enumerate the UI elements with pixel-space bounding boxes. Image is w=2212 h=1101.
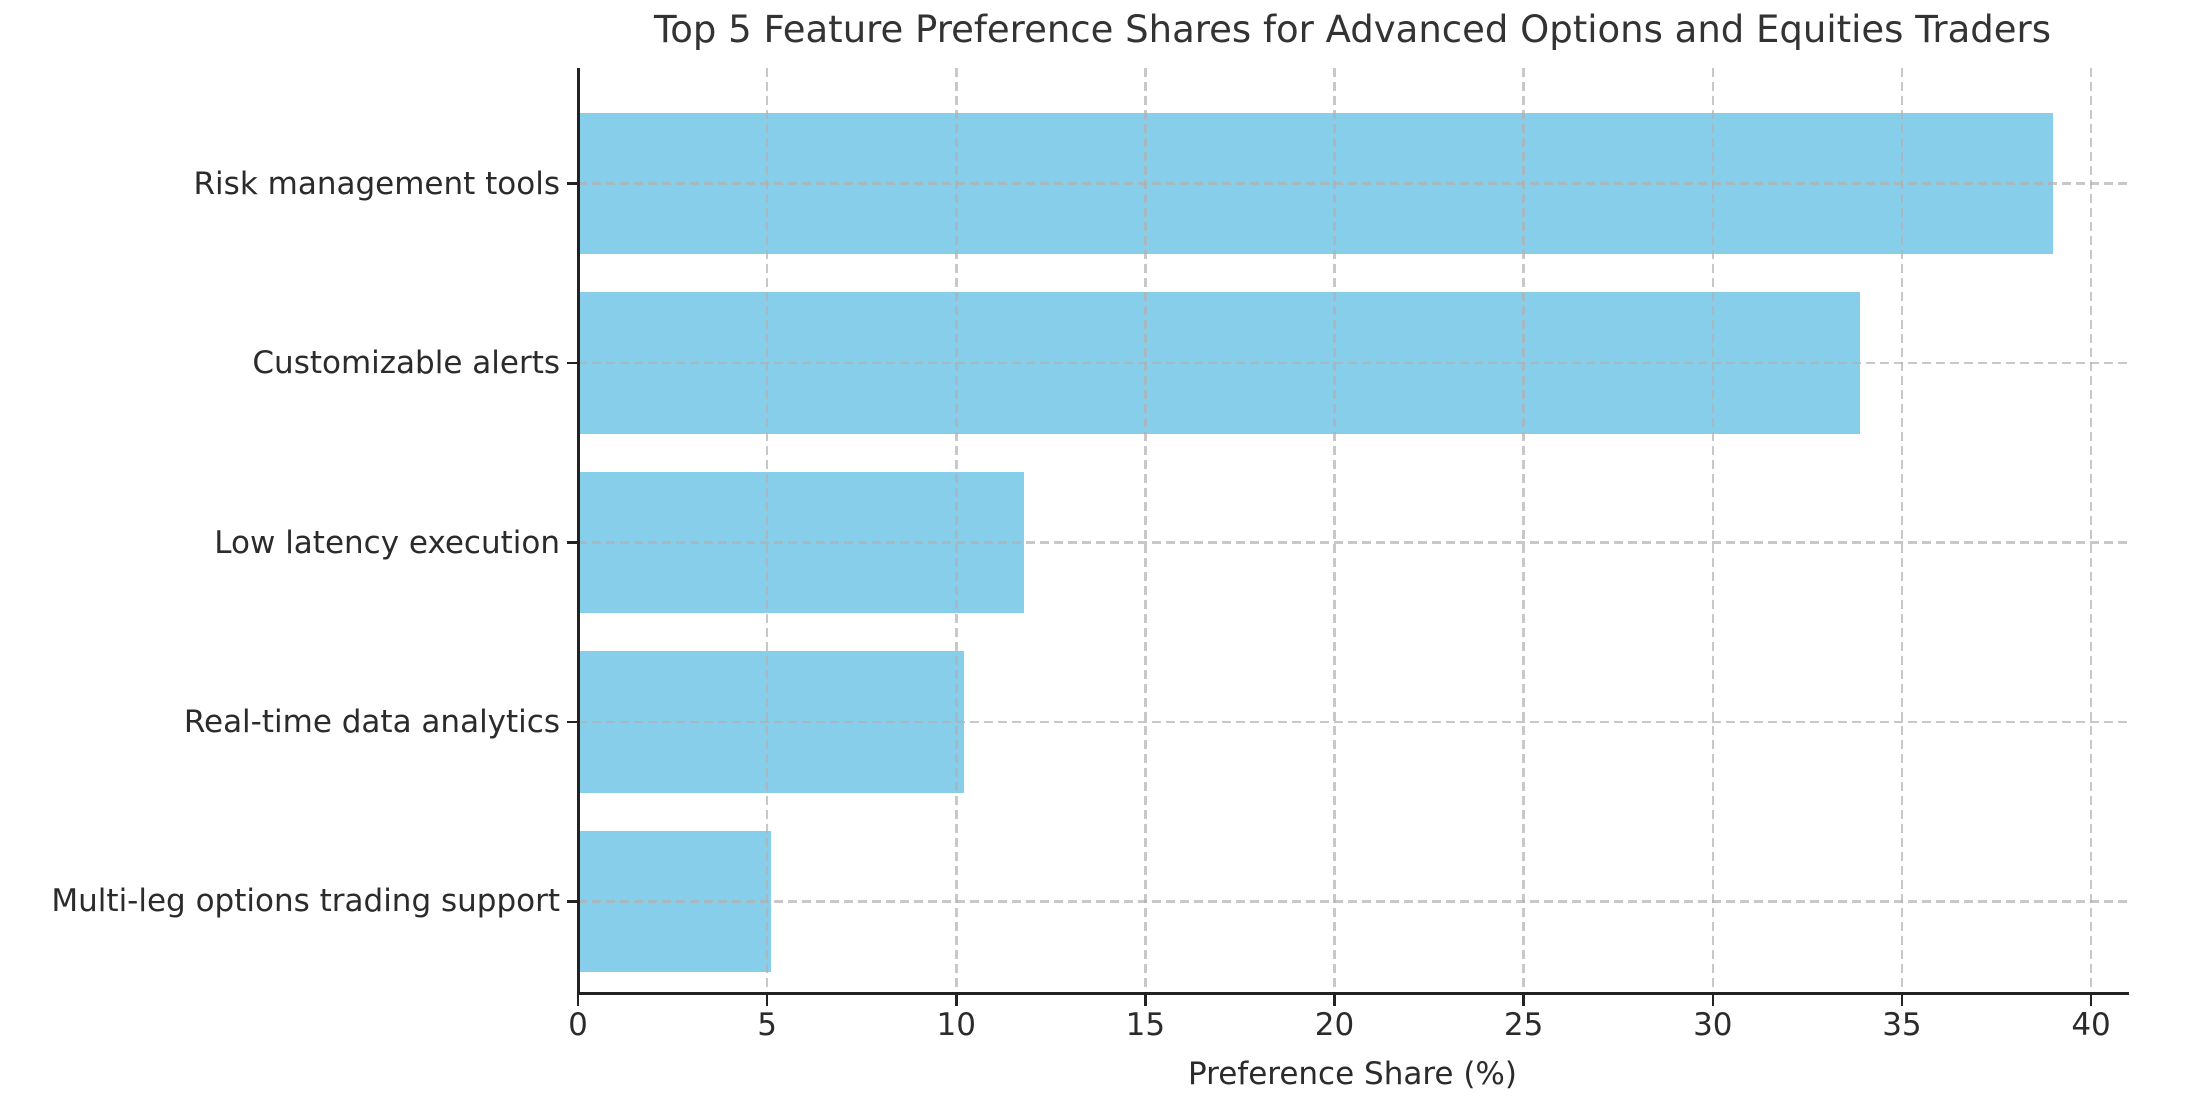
x-tick-label: 30 <box>1693 1007 1733 1043</box>
y-gridline <box>578 720 2127 724</box>
x-gridline <box>1144 68 1147 993</box>
x-tick-label: 35 <box>1882 1007 1922 1043</box>
y-gridline <box>578 541 2127 544</box>
chart-title: Top 5 Feature Preference Shares for Adva… <box>653 8 2051 51</box>
x-tick <box>765 994 769 1006</box>
bottom-spine <box>576 991 2129 995</box>
x-tick-label: 40 <box>2071 1007 2111 1043</box>
x-gridline <box>1711 68 1715 993</box>
x-tick-label: 25 <box>1503 1007 1544 1043</box>
x-gridline <box>955 68 958 993</box>
x-tick <box>955 994 958 1006</box>
x-gridline <box>765 68 769 993</box>
y-gridline <box>578 361 2127 365</box>
x-tick-label: 10 <box>936 1007 976 1043</box>
x-axis-label: Preference Share (%) <box>1188 1056 1517 1092</box>
y-gridline <box>578 182 2127 185</box>
x-tick <box>1900 994 1904 1006</box>
y-category-label: Low latency execution <box>214 524 560 561</box>
y-tick <box>567 361 578 365</box>
x-tick <box>1522 994 1525 1006</box>
x-gridline <box>2089 68 2093 993</box>
x-tick-label: 0 <box>568 1007 588 1043</box>
x-tick-label: 20 <box>1314 1007 1355 1043</box>
x-tick-label: 15 <box>1125 1007 1166 1043</box>
plot-area: Risk management tools Customizable alerts… <box>51 68 2129 1092</box>
x-gridline <box>1522 68 1525 993</box>
y-tick <box>567 720 578 724</box>
left-spine <box>576 68 580 995</box>
y-category-label: Real-time data analytics <box>183 703 560 740</box>
x-tick <box>1144 994 1147 1006</box>
y-gridline <box>578 900 2127 903</box>
y-tick <box>567 182 578 185</box>
y-category-label: Multi-leg options trading support <box>51 883 560 920</box>
y-category-label: Customizable alerts <box>252 345 560 382</box>
x-tick-label: 5 <box>757 1007 777 1043</box>
x-gridline <box>1900 68 1904 993</box>
y-category-label: Risk management tools <box>193 165 560 202</box>
x-tick <box>1333 994 1336 1006</box>
y-tick <box>567 900 578 903</box>
x-tick <box>2089 994 2093 1006</box>
x-tick <box>1711 994 1715 1006</box>
x-tick <box>576 994 580 1006</box>
y-tick <box>567 541 578 544</box>
x-gridline <box>1333 68 1336 993</box>
